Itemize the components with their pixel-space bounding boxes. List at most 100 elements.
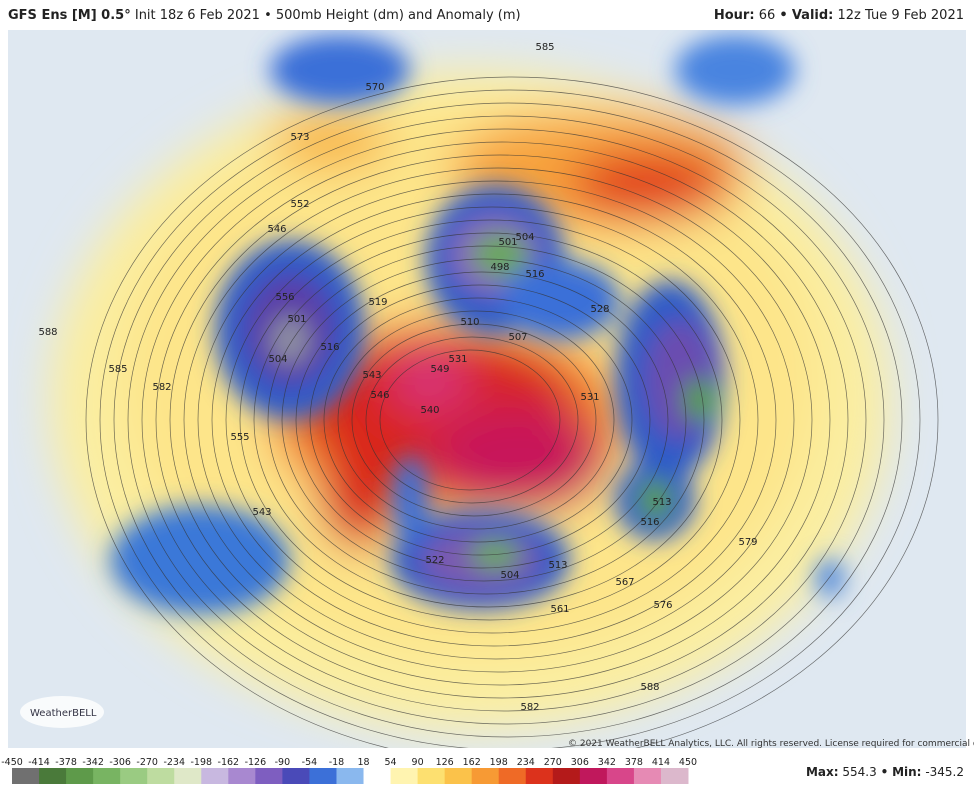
colorbar-swatch bbox=[633, 768, 662, 784]
contour-label: 498 bbox=[490, 262, 509, 273]
colorbar-label: -18 bbox=[329, 757, 345, 768]
contour-label: 567 bbox=[615, 577, 634, 588]
colorbar-label: 18 bbox=[357, 757, 369, 768]
colorbar-swatch bbox=[309, 768, 337, 784]
colorbar-swatch bbox=[93, 768, 121, 784]
logo: WeatherBELL bbox=[30, 708, 97, 719]
colorbar-swatch bbox=[498, 768, 527, 784]
colorbar-swatch bbox=[147, 768, 175, 784]
colorbar-swatch bbox=[444, 768, 473, 784]
colorbar-label: -90 bbox=[275, 757, 291, 768]
contour-label: 513 bbox=[652, 497, 671, 508]
colorbar-label: -306 bbox=[109, 757, 131, 768]
colorbar: -450 -414 -378 -342 -306 -270 -234 -198 -162 -126… bbox=[1, 757, 697, 784]
colorbar-label: -450 bbox=[1, 757, 23, 768]
contour bbox=[155, 141, 849, 699]
contour-label: 504 bbox=[515, 232, 534, 243]
contour-label: 582 bbox=[520, 702, 539, 713]
contour bbox=[239, 219, 741, 621]
init: Init 18z 6 Feb 2021 bbox=[134, 8, 260, 23]
contour bbox=[225, 206, 759, 634]
colorbar-label: -378 bbox=[55, 757, 77, 768]
min: -345.2 bbox=[925, 765, 964, 779]
contour-label: 504 bbox=[268, 354, 287, 365]
colorbar-swatch bbox=[120, 768, 148, 784]
sep: • bbox=[264, 8, 272, 23]
colorbar-label: 306 bbox=[571, 757, 589, 768]
valid-label: Valid: bbox=[791, 8, 834, 23]
contour bbox=[281, 258, 687, 582]
colorbar-swatch bbox=[255, 768, 283, 784]
contour-label: 546 bbox=[267, 224, 286, 235]
contour-label: 543 bbox=[252, 507, 271, 518]
map-field bbox=[8, 30, 966, 748]
colorbar-swatch bbox=[606, 768, 635, 784]
colorbar-swatch bbox=[660, 768, 689, 784]
colorbar-swatch bbox=[201, 768, 229, 784]
colorbar-swatch bbox=[579, 768, 608, 784]
colorbar-label: 126 bbox=[436, 757, 454, 768]
contour bbox=[99, 89, 921, 748]
contour-labels: 5855705735525465195565015045165885855825… bbox=[38, 42, 757, 713]
contour-label: 513 bbox=[548, 560, 567, 571]
contour bbox=[337, 310, 615, 530]
contour-label: 516 bbox=[640, 517, 659, 528]
contour-label: 540 bbox=[420, 405, 439, 416]
contour bbox=[183, 167, 813, 673]
colorbar-label: 162 bbox=[463, 757, 481, 768]
max-label: Max: bbox=[806, 765, 839, 779]
colorbar-swatch bbox=[390, 768, 419, 784]
contour-label: 510 bbox=[460, 317, 479, 328]
contour-label: 582 bbox=[152, 382, 171, 393]
colorbar-swatch bbox=[228, 768, 256, 784]
copyright: © 2021 WeatherBELL Analytics, LLC. All r… bbox=[568, 739, 974, 749]
colorbar-label: -342 bbox=[82, 757, 104, 768]
colorbar-label: -162 bbox=[218, 757, 240, 768]
contour bbox=[85, 76, 939, 748]
contour-label: 504 bbox=[500, 570, 519, 581]
hour: 66 bbox=[758, 8, 776, 23]
colorbar-label: 198 bbox=[490, 757, 508, 768]
contour-label: 570 bbox=[365, 82, 384, 93]
contour-label: 576 bbox=[653, 600, 672, 611]
header-left: GFS Ens [M] 0.5° Init 18z 6 Feb 2021 • 5… bbox=[8, 8, 521, 23]
contour bbox=[351, 323, 597, 517]
colorbar-label: -198 bbox=[190, 757, 212, 768]
colorbar-label: -126 bbox=[245, 757, 267, 768]
contour bbox=[253, 232, 723, 608]
colorbar-swatch bbox=[282, 768, 310, 784]
contour-label: 588 bbox=[38, 327, 57, 338]
colorbar-label: -414 bbox=[28, 757, 50, 768]
contour bbox=[267, 245, 705, 595]
colorbar-label: 90 bbox=[412, 757, 424, 768]
contour-label: 573 bbox=[290, 132, 309, 143]
sep: • bbox=[881, 765, 889, 779]
contour-label: 579 bbox=[738, 537, 757, 548]
contour-label: 516 bbox=[525, 269, 544, 280]
colorbar-swatch bbox=[12, 768, 40, 784]
contour bbox=[379, 349, 561, 491]
contour bbox=[323, 297, 633, 543]
colorbar-swatch bbox=[525, 768, 554, 784]
contour-label: 549 bbox=[430, 364, 449, 375]
valid: 12z Tue 9 Feb 2021 bbox=[837, 8, 964, 23]
colorbar-label: 450 bbox=[679, 757, 697, 768]
contour-label: 543 bbox=[362, 370, 381, 381]
colorbar-label: -234 bbox=[163, 757, 185, 768]
contour bbox=[169, 154, 831, 686]
colorbar-label: 234 bbox=[517, 757, 535, 768]
contour-label: 555 bbox=[230, 432, 249, 443]
colorbar-label: 378 bbox=[625, 757, 643, 768]
contour-label: 528 bbox=[590, 304, 609, 315]
colorbar-label: 342 bbox=[598, 757, 616, 768]
logo-badge bbox=[20, 696, 104, 728]
contour-label: 561 bbox=[550, 604, 569, 615]
contour bbox=[141, 128, 867, 712]
colorbar-swatch bbox=[66, 768, 94, 784]
colorbar-label: 414 bbox=[652, 757, 670, 768]
contour-label: 519 bbox=[368, 297, 387, 308]
header-right: Hour: 66 • Valid: 12z Tue 9 Feb 2021 bbox=[714, 8, 964, 23]
contour-label: 588 bbox=[640, 682, 659, 693]
colorbar-swatch bbox=[174, 768, 202, 784]
